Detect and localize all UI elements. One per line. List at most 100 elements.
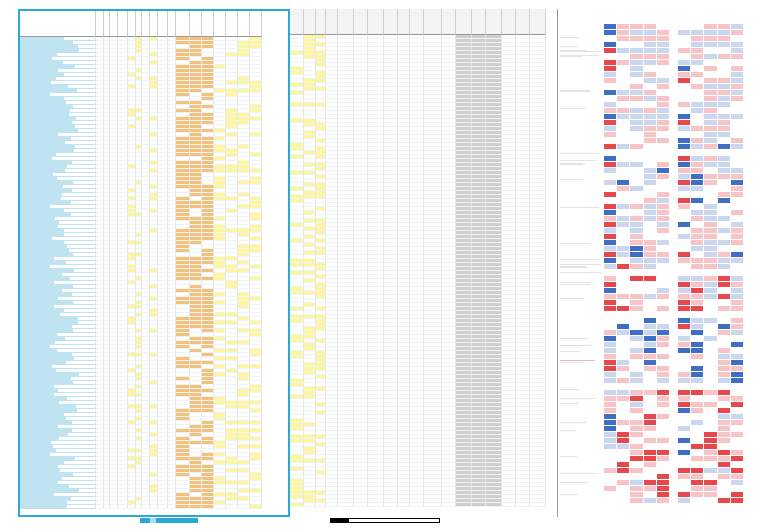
- blue-table-cell[interactable]: [176, 173, 190, 177]
- blue-table-cell[interactable]: [250, 437, 262, 441]
- blue-table-cell[interactable]: [202, 233, 214, 237]
- gray-table-cell[interactable]: [530, 43, 546, 47]
- blue-table-cell[interactable]: [20, 125, 96, 129]
- blue-table-cell[interactable]: [190, 385, 202, 389]
- blue-table-cell[interactable]: [142, 69, 150, 73]
- blue-table-cell[interactable]: [96, 153, 104, 157]
- blue-table-cell[interactable]: [96, 417, 104, 421]
- blue-table-cell[interactable]: [168, 253, 176, 257]
- blue-table-cell[interactable]: [142, 197, 150, 201]
- blue-table-cell[interactable]: [176, 61, 190, 65]
- blue-table-cell[interactable]: [150, 381, 158, 385]
- blue-table-cell[interactable]: [202, 93, 214, 97]
- blue-table-cell[interactable]: [190, 273, 202, 277]
- blue-table-cell[interactable]: [214, 101, 226, 105]
- gray-table-cell[interactable]: [290, 79, 304, 83]
- gray-header-cell[interactable]: [456, 9, 472, 35]
- blue-table-cell[interactable]: [238, 177, 250, 181]
- blue-table-cell[interactable]: [238, 405, 250, 409]
- gray-table-cell[interactable]: [442, 103, 456, 107]
- gray-table-cell[interactable]: [304, 103, 316, 107]
- gray-table-cell[interactable]: [530, 87, 546, 91]
- blue-table-cell[interactable]: [176, 437, 190, 441]
- blue-table-cell[interactable]: [110, 481, 118, 485]
- blue-table-cell[interactable]: [128, 37, 136, 41]
- blue-table-cell[interactable]: [158, 217, 168, 221]
- blue-table-cell[interactable]: [118, 373, 128, 377]
- blue-table-cell[interactable]: [250, 329, 262, 333]
- blue-table-cell[interactable]: [20, 329, 96, 333]
- gray-table-cell[interactable]: [316, 55, 326, 59]
- blue-table-cell[interactable]: [168, 301, 176, 305]
- blue-table-cell[interactable]: [96, 449, 104, 453]
- blue-table-cell[interactable]: [128, 93, 136, 97]
- blue-table-cell[interactable]: [202, 501, 214, 505]
- blue-table-cell[interactable]: [176, 249, 190, 253]
- blue-table-cell[interactable]: [150, 81, 158, 85]
- blue-table-cell[interactable]: [176, 481, 190, 485]
- blue-table-cell[interactable]: [104, 453, 110, 457]
- blue-table-cell[interactable]: [136, 497, 142, 501]
- blue-table-cell[interactable]: [190, 381, 202, 385]
- blue-table-cell[interactable]: [176, 277, 190, 281]
- gray-table-cell[interactable]: [326, 71, 338, 75]
- blue-table-cell[interactable]: [150, 213, 158, 217]
- blue-table-cell[interactable]: [136, 229, 142, 233]
- blue-table-cell[interactable]: [136, 149, 142, 153]
- blue-table-cell[interactable]: [238, 385, 250, 389]
- blue-table-cell[interactable]: [158, 53, 168, 57]
- blue-table-cell[interactable]: [110, 293, 118, 297]
- blue-table-cell[interactable]: [168, 233, 176, 237]
- blue-table-cell[interactable]: [202, 249, 214, 253]
- blue-table-cell[interactable]: [238, 89, 250, 93]
- blue-header-cell[interactable]: [250, 11, 262, 37]
- blue-table-cell[interactable]: [158, 349, 168, 353]
- blue-table-cell[interactable]: [202, 285, 214, 289]
- blue-table-cell[interactable]: [118, 329, 128, 333]
- blue-table-cell[interactable]: [214, 85, 226, 89]
- gray-table-cell[interactable]: [424, 75, 442, 79]
- blue-table-cell[interactable]: [190, 249, 202, 253]
- blue-table-cell[interactable]: [104, 189, 110, 193]
- blue-table-cell[interactable]: [214, 501, 226, 505]
- blue-table-cell[interactable]: [168, 325, 176, 329]
- gray-table-cell[interactable]: [354, 47, 368, 51]
- blue-header-cell[interactable]: [104, 11, 110, 37]
- blue-table-cell[interactable]: [110, 345, 118, 349]
- blue-table-cell[interactable]: [96, 313, 104, 317]
- blue-table-cell[interactable]: [142, 505, 150, 509]
- blue-table-cell[interactable]: [238, 149, 250, 153]
- blue-table-cell[interactable]: [128, 317, 136, 321]
- blue-table-cell[interactable]: [202, 105, 214, 109]
- blue-table-cell[interactable]: [226, 497, 238, 501]
- gray-table-cell[interactable]: [442, 95, 456, 99]
- blue-table-cell[interactable]: [20, 269, 96, 273]
- blue-table-cell[interactable]: [250, 389, 262, 393]
- blue-table-cell[interactable]: [150, 369, 158, 373]
- blue-table-cell[interactable]: [214, 441, 226, 445]
- blue-table-cell[interactable]: [214, 157, 226, 161]
- blue-table-cell[interactable]: [118, 357, 128, 361]
- blue-table-cell[interactable]: [20, 241, 96, 245]
- blue-table-cell[interactable]: [20, 505, 96, 509]
- blue-table-cell[interactable]: [250, 421, 262, 425]
- blue-table-cell[interactable]: [104, 113, 110, 117]
- blue-table-cell[interactable]: [176, 321, 190, 325]
- blue-header-cell[interactable]: [96, 11, 104, 37]
- blue-table-cell[interactable]: [202, 137, 214, 141]
- gray-table-cell[interactable]: [472, 79, 486, 83]
- blue-table-cell[interactable]: [118, 145, 128, 149]
- blue-table-cell[interactable]: [110, 237, 118, 241]
- blue-table-cell[interactable]: [176, 265, 190, 269]
- blue-table-cell[interactable]: [202, 333, 214, 337]
- blue-table-cell[interactable]: [128, 321, 136, 325]
- blue-table-cell[interactable]: [128, 401, 136, 405]
- blue-table-cell[interactable]: [202, 149, 214, 153]
- blue-table-cell[interactable]: [150, 333, 158, 337]
- blue-table-cell[interactable]: [136, 173, 142, 177]
- blue-table-cell[interactable]: [176, 217, 190, 221]
- blue-table-cell[interactable]: [226, 81, 238, 85]
- blue-table-cell[interactable]: [118, 501, 128, 505]
- blue-table-cell[interactable]: [150, 477, 158, 481]
- blue-table-cell[interactable]: [202, 145, 214, 149]
